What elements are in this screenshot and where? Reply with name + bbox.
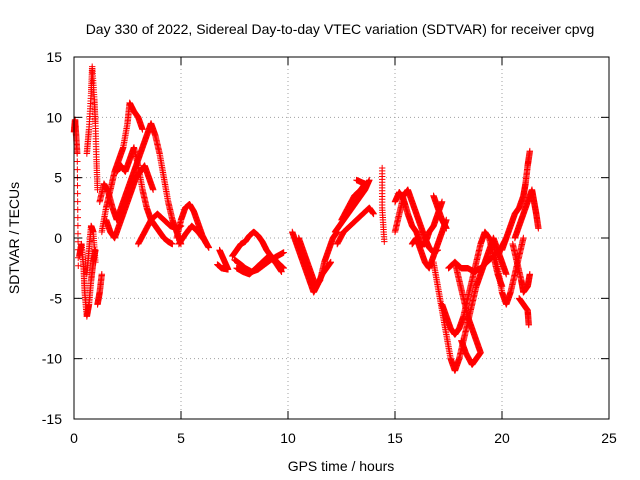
x-axis-label: GPS time / hours: [288, 458, 395, 474]
data-point: [503, 271, 510, 278]
data-point: [526, 147, 534, 155]
y-tick-label: 15: [46, 49, 62, 65]
data-point: [74, 158, 81, 165]
data-point: [169, 240, 176, 248]
x-tick-label: 10: [280, 430, 296, 446]
data-point: [366, 176, 373, 184]
x-tick-label: 20: [494, 430, 510, 446]
data-point: [520, 234, 527, 242]
data-point: [458, 337, 465, 344]
data-point: [74, 206, 81, 213]
x-tick-label: 25: [601, 430, 617, 446]
data-point: [214, 261, 221, 268]
y-tick-label: -15: [42, 411, 62, 427]
data-point: [75, 262, 82, 269]
x-tick-label: 0: [70, 430, 78, 446]
data-point: [74, 214, 82, 221]
data-point: [74, 150, 81, 157]
data-point: [74, 230, 82, 237]
data-point: [74, 166, 81, 173]
data-point: [353, 176, 360, 184]
data-point: [139, 126, 146, 133]
y-tick-label: 0: [54, 230, 62, 246]
data-point: [381, 238, 388, 245]
data-point: [74, 190, 81, 197]
data-point: [92, 258, 99, 266]
data-point: [74, 182, 81, 189]
data-point: [443, 225, 450, 232]
data-point: [327, 258, 334, 266]
data-point: [92, 246, 99, 254]
chart-title: Day 330 of 2022, Sidereal Day-to-day VTE…: [86, 21, 595, 37]
x-tick-label: 5: [177, 430, 185, 446]
data-point: [149, 186, 157, 193]
data-point: [98, 271, 106, 278]
data-point: [74, 198, 81, 205]
data-series-cpvg: [70, 63, 542, 374]
data-point: [280, 249, 287, 256]
data-point: [74, 222, 82, 229]
data-point: [278, 268, 285, 275]
data-point: [205, 244, 213, 251]
data-point: [370, 210, 377, 218]
x-tick-label: 15: [387, 430, 403, 446]
y-tick-label: -10: [42, 351, 62, 367]
y-axis-label: SDTVAR / TECUs: [6, 182, 22, 294]
data-point: [525, 321, 532, 329]
y-tick-label: 10: [46, 109, 62, 125]
data-point: [74, 238, 82, 245]
y-tick-label: -5: [50, 290, 63, 306]
y-tick-label: 5: [54, 170, 62, 186]
data-point: [438, 198, 446, 205]
data-point: [535, 225, 542, 232]
